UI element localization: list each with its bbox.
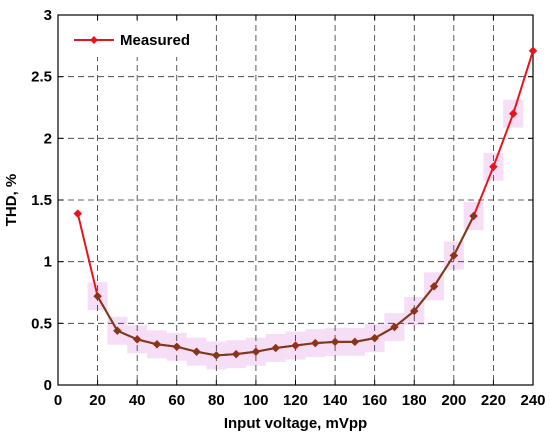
x-tick-label: 240: [520, 392, 545, 409]
x-tick-label: 80: [208, 392, 225, 409]
series-overlay-point: [390, 323, 399, 331]
grid-layer: [58, 15, 533, 385]
series-overlay-point: [192, 347, 201, 356]
series-overlay-point: [449, 251, 458, 260]
series-overlay-point: [351, 337, 359, 346]
y-axis-title: THD, %: [3, 174, 20, 227]
y-tick-label: 1.5: [31, 192, 52, 209]
x-tick-label: 160: [362, 392, 387, 409]
x-tick-label: 0: [54, 392, 62, 409]
x-tick-label: 20: [89, 392, 106, 409]
legend-label: Measured: [120, 32, 190, 49]
x-axis-title: Input voltage, mVpp: [224, 415, 367, 432]
legend: Measured: [66, 23, 214, 57]
series-overlay-point: [153, 340, 161, 349]
series-overlay-point: [271, 344, 280, 352]
tick-layer: 0 20 40 60 80 100 120 140 160 180 200 220 240 0 0.5 1 1.…: [31, 7, 545, 409]
y-tick-label: 2: [44, 130, 52, 147]
y-tick-label: 0.5: [31, 315, 52, 332]
series-overlay-point: [113, 326, 122, 335]
y-tick-label: 2.5: [31, 69, 52, 86]
series-overlay-point: [291, 341, 300, 350]
y-tick-label: 0: [44, 377, 52, 394]
x-tick-label: 40: [129, 392, 146, 409]
series-overlay-point: [370, 334, 379, 342]
series-overlay-point: [133, 335, 142, 344]
series-overlay-point: [172, 342, 181, 351]
series-overlay-point: [331, 337, 339, 346]
x-tick-label: 140: [323, 392, 348, 409]
series-measured-point: [508, 109, 518, 119]
y-tick-label: 1: [44, 254, 52, 271]
x-tick-label: 60: [168, 392, 185, 409]
x-tick-label: 120: [283, 392, 308, 409]
series-overlay-point: [93, 292, 102, 301]
series-overlay-point: [469, 212, 478, 220]
y-tick-label: 3: [44, 7, 52, 24]
series-measured-point: [489, 162, 498, 172]
x-tick-label: 100: [243, 392, 268, 409]
series-overlay-point: [410, 307, 419, 315]
band-layer: [87, 99, 524, 370]
x-tick-label: 180: [402, 392, 427, 409]
x-tick-label: 220: [481, 392, 506, 409]
series-overlay-point: [430, 282, 438, 291]
series-measured-point: [528, 46, 538, 56]
series-overlay-point: [232, 350, 240, 359]
series-overlay-point: [311, 339, 320, 347]
series-measured-point: [73, 209, 83, 218]
series-overlay-point: [212, 351, 221, 360]
x-tick-label: 200: [441, 392, 466, 409]
series-overlay-point: [252, 347, 260, 356]
series-layer: [73, 46, 538, 360]
legend-diamond-icon: [90, 36, 98, 44]
